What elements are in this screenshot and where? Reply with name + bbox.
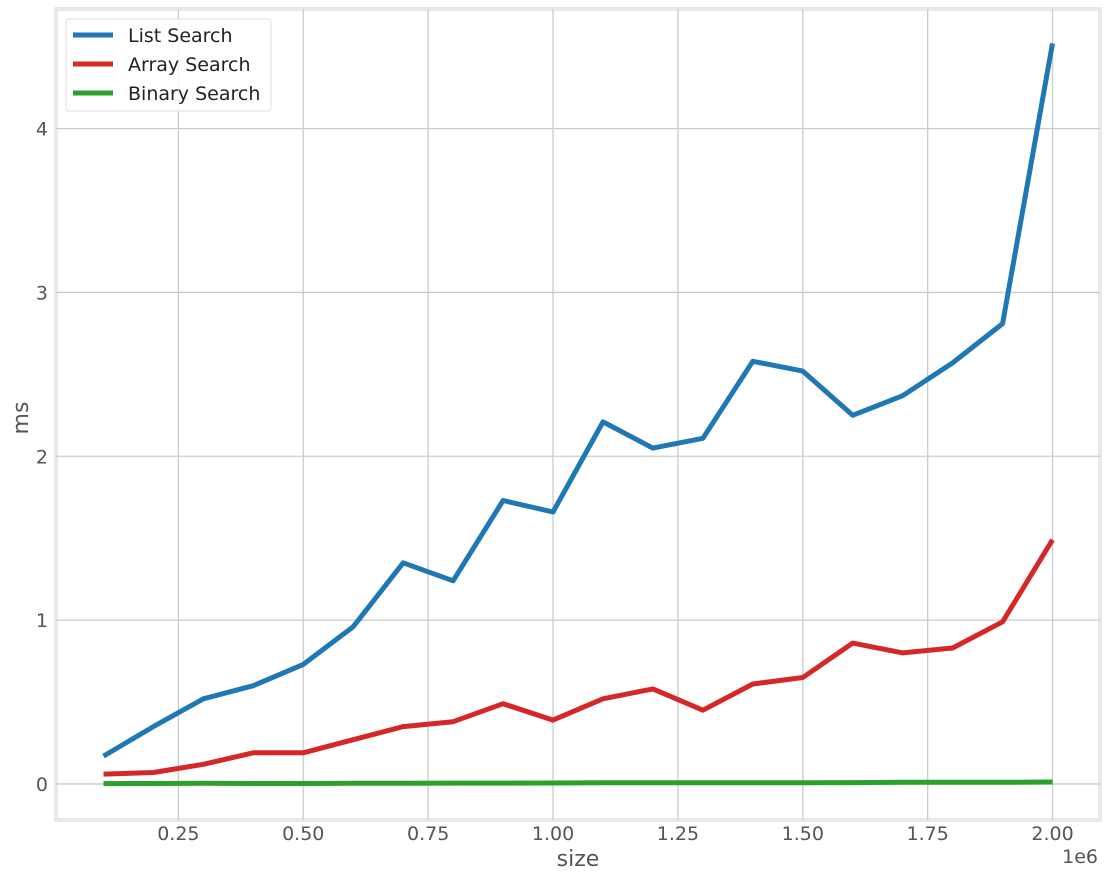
x-tick-label: 1.00 [532, 823, 574, 845]
y-tick-label: 0 [36, 774, 48, 796]
legend-label-array-search: Array Search [128, 54, 251, 76]
x-tick-label: 0.50 [282, 823, 324, 845]
legend-label-list-search: List Search [128, 25, 233, 47]
legend-box [65, 18, 272, 112]
x-axis-offset-label: 1e6 [1062, 846, 1098, 868]
legend-label-binary-search: Binary Search [128, 83, 260, 105]
series-line-array-search [103, 538, 1055, 777]
x-tick-label: 1.75 [907, 823, 949, 845]
x-tick-label: 0.75 [407, 823, 449, 845]
y-tick-label: 4 [36, 119, 48, 141]
y-axis-label: ms [9, 402, 34, 435]
y-axis-ticks: 0 1 2 3 4 [36, 119, 48, 796]
series-lines [102, 42, 1055, 787]
series-line-binary-search [103, 779, 1053, 787]
legend: List Search Array Search Binary Search [65, 18, 272, 112]
x-tick-label: 1.50 [782, 823, 824, 845]
y-tick-label: 2 [36, 446, 48, 468]
x-tick-label: 2.00 [1031, 823, 1073, 845]
x-tick-label: 1.25 [657, 823, 699, 845]
x-axis-label: size [557, 847, 600, 872]
y-tick-label: 1 [36, 610, 48, 632]
y-tick-label: 3 [36, 282, 48, 304]
x-tick-label: 0.25 [157, 823, 199, 845]
series-line-list-search [102, 42, 1055, 759]
plot-frame [54, 7, 1102, 822]
x-axis-ticks: 0.25 0.50 0.75 1.00 1.25 1.50 1.75 2.00 [157, 823, 1073, 845]
